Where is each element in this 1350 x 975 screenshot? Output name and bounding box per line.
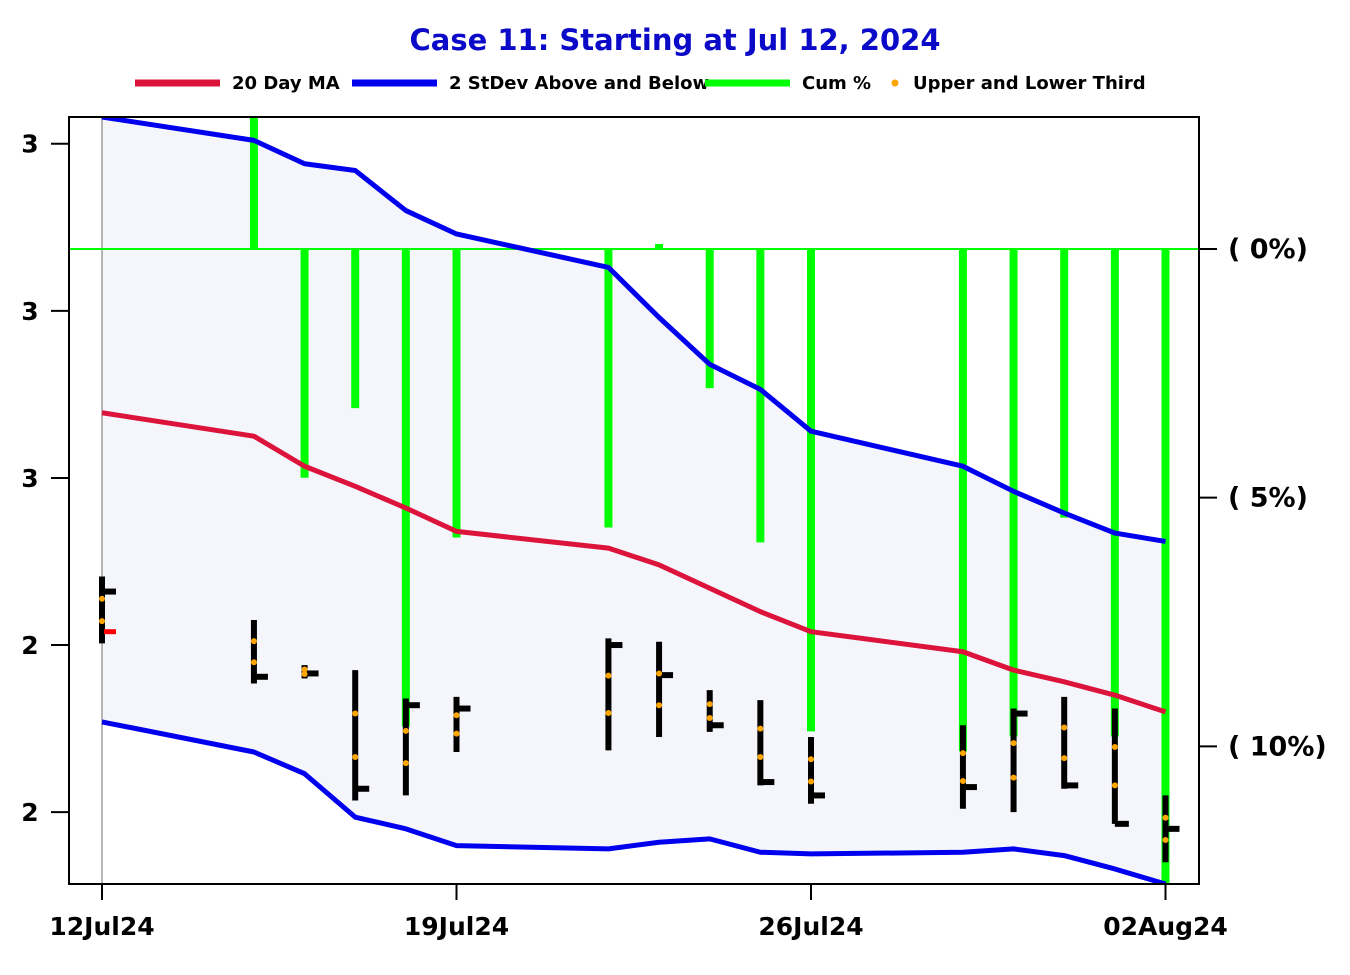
third-dot (99, 618, 105, 625)
third-dot (1010, 740, 1017, 747)
ohlc-bar (250, 619, 268, 684)
y-tick-label: 3 (21, 130, 38, 159)
third-dot (1061, 755, 1068, 762)
ohlc-bar (1061, 696, 1079, 789)
ohlc-bar (402, 698, 420, 796)
ohlc-bar (99, 576, 116, 644)
ohlc-bar (605, 638, 623, 751)
third-dot (1010, 774, 1017, 781)
legend-label: 2 StDev Above and Below (449, 73, 709, 94)
third-dot (757, 754, 764, 761)
y-tick-label: 2 (21, 631, 38, 660)
third-dot (706, 715, 713, 722)
legend-swatch (891, 79, 899, 87)
band-fill (102, 117, 1166, 884)
y-tick-label: 3 (21, 297, 38, 326)
ohlc-bar (1010, 708, 1028, 813)
ohlc-bar (1111, 708, 1129, 827)
third-dot (757, 725, 764, 732)
third-dot (402, 760, 409, 767)
chart-title: Case 11: Starting at Jul 12, 2024 (409, 23, 940, 57)
third-dot (352, 754, 359, 761)
third-dot (402, 727, 409, 734)
third-dot (301, 666, 308, 673)
axes: 3 3 3 2 2 12Jul24 19Jul24 26Jul24 02Aug24 ( 0%) ( … (21, 116, 1327, 941)
moving-average-line (101, 410, 1167, 715)
plot-area (69, 117, 1199, 884)
third-dot (352, 710, 359, 717)
ohlc-bar (453, 696, 471, 752)
x-tick-label: 19Jul24 (404, 912, 509, 941)
y-tick-label: 2 (21, 798, 38, 827)
third-dot (250, 638, 257, 645)
x-tick-label: 12Jul24 (49, 912, 154, 941)
third-dot (1061, 724, 1068, 731)
pct-tick-label: ( 0%) (1228, 234, 1308, 265)
legend-label: 20 Day MA (232, 73, 340, 94)
third-dot (453, 730, 460, 737)
ohlc-bar (757, 700, 775, 786)
ohlc-bar (706, 690, 724, 732)
third-dot (605, 709, 612, 716)
third-dot (250, 659, 257, 666)
plot-frame (68, 116, 1200, 885)
legend: 20 Day MA 2 StDev Above and Below Cum % Upp… (135, 73, 1146, 94)
y-tick-label: 3 (21, 464, 38, 493)
third-dot (99, 595, 105, 602)
third-dot (1162, 836, 1169, 843)
third-dot (1111, 743, 1118, 750)
ohlc-bar (352, 670, 370, 801)
ohlc-bar (808, 736, 825, 804)
x-tick-label: 26Jul24 (758, 912, 863, 941)
third-dot (453, 712, 460, 719)
third-dot (301, 671, 308, 678)
pct-tick-label: ( 10%) (1228, 731, 1327, 762)
x-tick-label: 02Aug24 (1103, 912, 1228, 941)
upper-band-line (101, 117, 1166, 544)
third-dot (1162, 814, 1169, 821)
third-dot (959, 777, 966, 784)
pct-tick-label: ( 5%) (1228, 483, 1308, 514)
third-dot (1111, 782, 1118, 789)
legend-label: Upper and Lower Third (913, 73, 1146, 94)
plot-content (69, 117, 1199, 884)
third-dot (605, 672, 612, 679)
ohlc-bar (1162, 795, 1180, 863)
third-dot (656, 702, 663, 709)
legend-label: Cum % (802, 73, 871, 94)
ohlc-bar (301, 665, 319, 679)
third-dot (706, 701, 713, 708)
third-dot (656, 670, 663, 677)
third-dot (959, 750, 966, 757)
ohlc-bar (959, 725, 977, 809)
ohlc-bar (656, 641, 674, 737)
third-dot (808, 778, 814, 785)
third-dot (808, 756, 814, 763)
lower-band-line (101, 719, 1167, 884)
